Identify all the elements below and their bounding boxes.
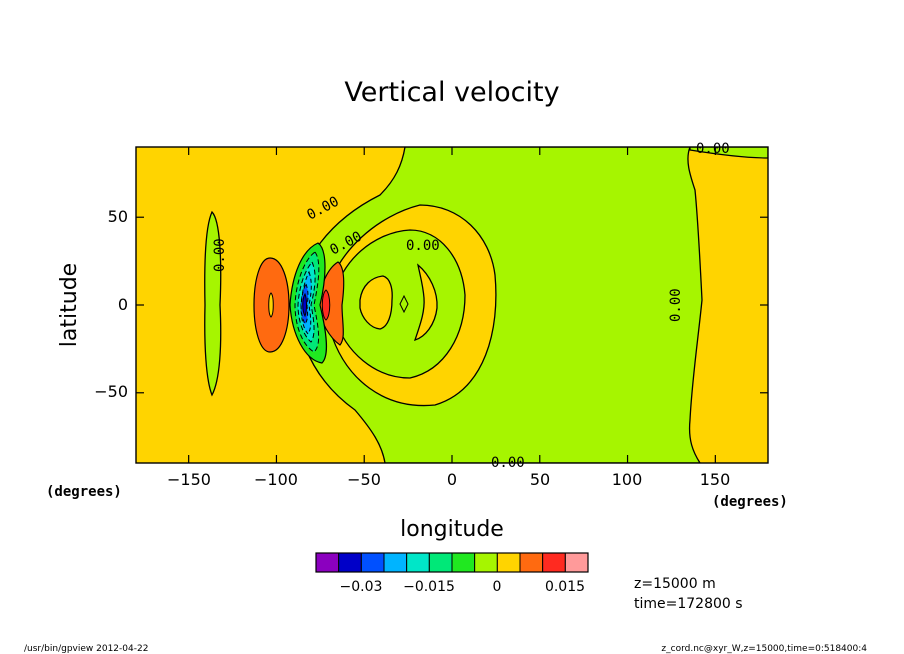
y-tick-label: 0 — [118, 295, 128, 314]
colorbar-tick-label: −0.015 — [403, 579, 455, 595]
negative-region-f — [302, 292, 307, 318]
contour-label: 0.00 — [491, 455, 525, 471]
colorbar-swatch — [564, 552, 589, 573]
colorbar-swatch — [360, 552, 385, 573]
inner-region-b — [413, 263, 438, 341]
inner-region-a — [359, 275, 393, 330]
x-tick-labels: −150 −100 −50 0 50 100 150 — [167, 470, 730, 489]
colorbar-tick-label: 0.015 — [545, 579, 585, 595]
colorbar-swatch — [428, 552, 453, 573]
x-unit-label: (degrees) — [46, 484, 122, 500]
footer-left: /usr/bin/gpview 2012-04-22 — [24, 644, 148, 654]
x-tick-label: 0 — [447, 470, 457, 489]
positive-region-west — [204, 210, 222, 397]
colorbar-swatch — [383, 552, 408, 573]
y-unit-label: (degrees) — [712, 494, 788, 510]
colorbar: −0.03 −0.015 0 0.015 — [315, 552, 589, 595]
colorbar-swatch — [474, 552, 498, 573]
plot-area: 0.00 0.00 0.00 0.00 0.00 0.00 0.00 — [135, 141, 769, 471]
x-tick-marks — [188, 147, 716, 463]
x-tick-label: −50 — [347, 470, 381, 489]
x-tick-label: −150 — [167, 470, 211, 489]
x-tick-label: 100 — [612, 470, 643, 489]
colorbar-swatch — [406, 552, 430, 573]
contour-label: 0.00 — [212, 238, 228, 272]
colorbar-tick-label: 0 — [493, 579, 502, 595]
contour-label: 0.00 — [668, 288, 684, 322]
footer-right: z_cord.nc@xyr_W,z=15000,time=0:518400:4 — [661, 644, 867, 654]
x-axis-label: longitude — [400, 517, 504, 542]
colorbar-swatch — [315, 552, 340, 573]
colorbar-swatch — [542, 552, 566, 573]
colorbar-swatch — [496, 552, 521, 573]
y-tick-label: 50 — [108, 207, 128, 226]
annotation-time: time=172800 s — [634, 596, 743, 612]
x-tick-label: 150 — [700, 470, 731, 489]
colorbar-frame — [315, 552, 589, 573]
annotations: z=15000 m time=172800 s — [634, 576, 743, 612]
chart-title: Vertical velocity — [344, 77, 559, 108]
y-tick-labels: −50 0 50 — [94, 207, 128, 401]
colorbar-tick-label: −0.03 — [340, 579, 383, 595]
strong-positive-inner — [268, 292, 274, 318]
x-tick-label: −100 — [254, 470, 298, 489]
colorbar-swatch — [519, 552, 544, 573]
inner-region-c — [399, 294, 409, 314]
x-tick-label: 50 — [530, 470, 550, 489]
y-tick-label: −50 — [94, 382, 128, 401]
contour-label: 0.00 — [406, 238, 440, 254]
peak-positive-region — [321, 289, 331, 321]
y-axis-label: latitude — [57, 263, 82, 347]
y-tick-marks — [136, 216, 768, 394]
annotation-z: z=15000 m — [634, 576, 716, 592]
contour-label: 0.00 — [696, 141, 730, 157]
colorbar-swatch — [338, 552, 362, 573]
colorbar-swatch — [451, 552, 476, 573]
colorbar-tick-labels: −0.03 −0.015 0 0.015 — [340, 579, 586, 595]
